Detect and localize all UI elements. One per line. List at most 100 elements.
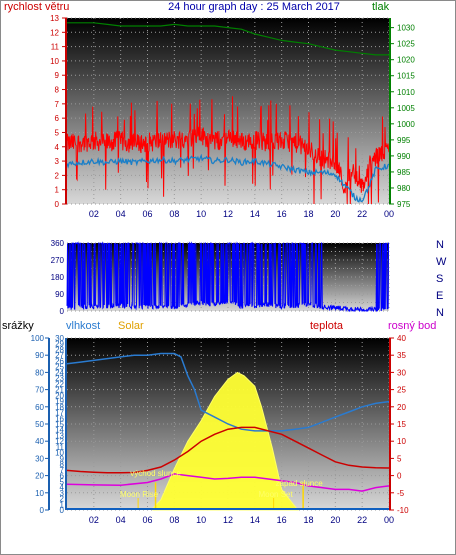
rain-tick-label: 16 [55,414,64,423]
wind-speed-tick-label: 5 [55,128,60,137]
humidity-tick-label: 80 [35,368,44,377]
wind-direction-tick-label: 270 [51,256,65,265]
series-humidity [66,352,390,432]
temperature-tick-label: 15 [397,420,406,429]
rain-tick-label: 27 [55,351,64,360]
rain-tick-label: 30 [55,334,64,343]
wind-speed-tick-label: 7 [55,100,60,109]
pressure-tick-label: 1020 [397,56,415,65]
series-temperature [66,426,390,474]
rain-tick-label: 14 [55,426,64,435]
rain-tick-label: 1 [60,500,65,509]
rain-tick-label: 9 [60,454,65,463]
temperature-tick-label: 20 [397,403,406,412]
compass-label: N [436,239,444,251]
temperature-tick-label: 5 [397,454,402,463]
pressure-tick-label: 1030 [397,24,415,33]
humidity-axis-label: vlhkost [66,320,100,332]
rain-tick-label: 0 [60,506,65,515]
pressure-tick-label: 995 [397,136,411,145]
series-wind-average [66,153,390,203]
sunrise-label: východ slunce [130,469,181,478]
temperature-tick-label: 40 [397,334,406,343]
rain-tick-label: 13 [55,431,64,440]
temperature-humidity-panel: 0123456789101112131415161718192021222324… [31,334,409,525]
temperature-tick-label: -5 [397,489,405,498]
rain-tick-label: 10 [55,449,64,458]
moonrise-label: Moon Rise [120,490,159,499]
rain-tick-label: 6 [60,472,65,481]
wind-direction-tick-label: 90 [55,290,64,299]
wind-direction-tick-label: 180 [51,273,65,282]
humidity-tick-label: 20 [35,472,44,481]
x-tick-label: 06 [142,209,152,219]
pressure-axis-label: tlak [372,1,390,13]
pressure-tick-label: 1025 [397,40,415,49]
moonset-label: Moon Set [258,490,293,499]
rain-tick-label: 26 [55,357,64,366]
rain-tick-label: 5 [60,477,65,486]
x-tick-label: 10 [196,209,206,219]
temperature-tick-label: -10 [397,506,409,515]
rain-tick-label: 3 [60,489,65,498]
rain-tick-label: 4 [60,483,65,492]
temperature-tick-label: 0 [397,472,402,481]
rain-tick-label: 17 [55,409,64,418]
wind-speed-axis-label: rychlost větru [4,1,69,13]
x-tick-label: 00 [384,515,394,525]
rain-tick-label: 8 [60,460,65,469]
humidity-tick-label: 30 [35,454,44,463]
x-tick-label: 12 [223,209,233,219]
wind-speed-tick-label: 12 [50,28,59,37]
wind-speed-tick-label: 8 [55,86,60,95]
wind-speed-tick-label: 0 [55,200,60,209]
humidity-tick-label: 40 [35,437,44,446]
x-tick-label: 16 [277,209,287,219]
wind-speed-tick-label: 10 [50,57,59,66]
x-tick-label: 14 [250,209,260,219]
wind-speed-tick-label: 1 [55,186,60,195]
wind-speed-tick-label: 9 [55,71,60,80]
humidity-tick-label: 70 [35,386,44,395]
compass-label: S [436,273,443,285]
x-tick-label: 08 [169,209,179,219]
rain-tick-label: 11 [56,443,65,452]
x-tick-label: 22 [357,209,367,219]
humidity-tick-label: 10 [35,489,44,498]
temperature-tick-label: 30 [397,368,406,377]
x-tick-label: 12 [223,515,233,525]
pressure-tick-label: 1005 [397,104,415,113]
rain-tick-label: 22 [55,380,64,389]
series-wind-gust [66,96,390,205]
x-tick-label: 14 [250,515,260,525]
x-tick-label: 02 [89,209,99,219]
compass-label: W [436,256,447,268]
pressure-tick-label: 1000 [397,120,415,129]
temperature-tick-label: 10 [397,437,406,446]
rain-tick-label: 15 [55,420,64,429]
solar-label: Solar [118,320,144,332]
x-tick-label: 16 [277,515,287,525]
rain-tick-label: 20 [55,391,64,400]
wind-direction-tick-label: 360 [51,239,65,248]
rain-tick-label: 25 [55,363,64,372]
pressure-tick-label: 1015 [397,72,415,81]
x-tick-label: 00 [384,209,394,219]
wind-speed-tick-label: 13 [50,14,59,23]
rain-tick-label: 7 [60,466,65,475]
humidity-tick-label: 100 [31,334,45,343]
pressure-tick-label: 990 [397,152,411,161]
compass-label: E [436,290,443,302]
x-tick-label: 10 [196,515,206,525]
rain-axis-label: srážky [2,320,34,332]
sunset-label: západ slunce [276,479,324,488]
compass-label: N [436,307,444,319]
series-dew-point [66,473,390,492]
series-wind-direction [66,241,390,313]
x-tick-label: 22 [357,515,367,525]
x-tick-label: 20 [330,515,340,525]
wind-speed-tick-label: 4 [55,143,60,152]
